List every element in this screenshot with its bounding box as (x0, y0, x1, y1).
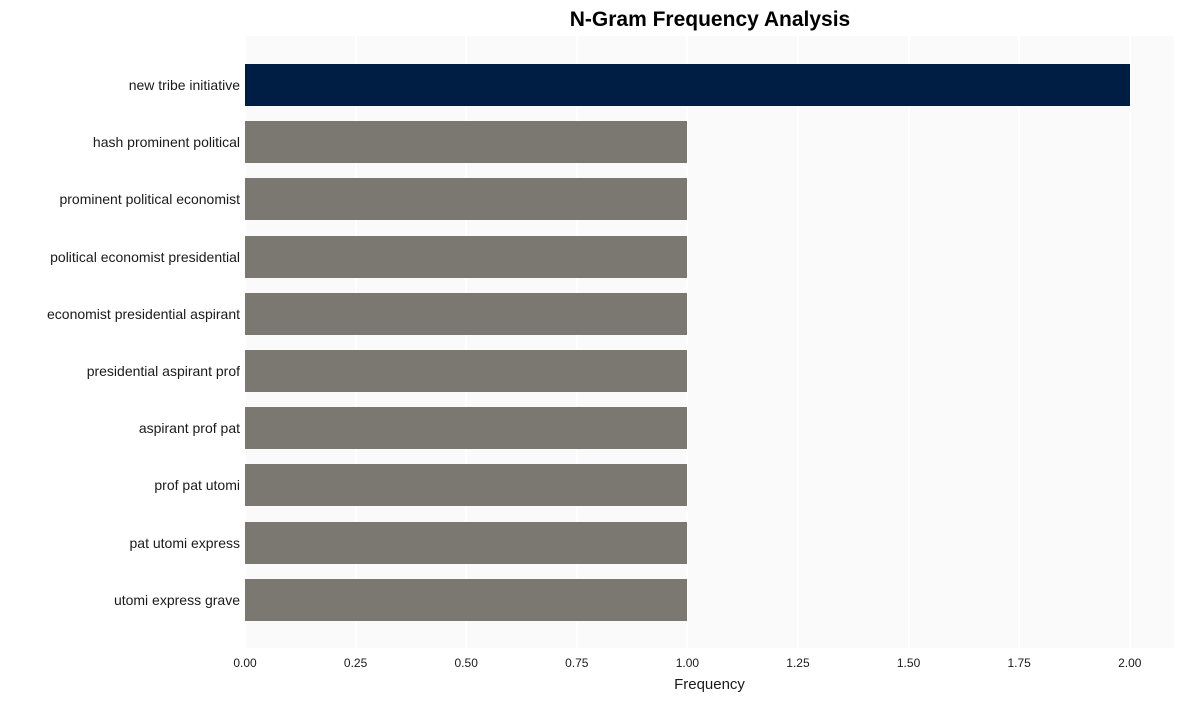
bar (245, 293, 687, 335)
bar-row (245, 350, 1174, 392)
chart-title: N-Gram Frequency Analysis (0, 8, 1184, 32)
y-tick-label: prominent political economist (59, 191, 240, 207)
x-tick-label: 0.75 (565, 656, 588, 670)
bar-row (245, 121, 1174, 163)
x-tick-label: 1.00 (676, 656, 699, 670)
y-tick-label: aspirant prof pat (139, 420, 240, 436)
bar-row (245, 522, 1174, 564)
chart-container: N-Gram Frequency Analysis new tribe init… (0, 0, 1184, 701)
bar-row (245, 236, 1174, 278)
bar-row (245, 293, 1174, 335)
x-tick-label: 0.25 (344, 656, 367, 670)
x-axis-label: Frequency (245, 676, 1174, 693)
y-tick-label: hash prominent political (93, 134, 240, 150)
bar (245, 64, 1130, 106)
bar (245, 236, 687, 278)
y-tick-label: presidential aspirant prof (87, 363, 240, 379)
bar (245, 407, 687, 449)
bar (245, 178, 687, 220)
y-tick-label: utomi express grave (114, 592, 240, 608)
bar (245, 464, 687, 506)
x-tick-label: 0.00 (233, 656, 256, 670)
bar-row (245, 464, 1174, 506)
y-tick-label: pat utomi express (130, 535, 241, 551)
x-tick-label: 2.00 (1118, 656, 1141, 670)
bar-row (245, 407, 1174, 449)
y-tick-label: new tribe initiative (129, 77, 240, 93)
bar-row (245, 64, 1174, 106)
bar (245, 350, 687, 392)
bar-row (245, 579, 1174, 621)
bar (245, 522, 687, 564)
x-tick-label: 1.25 (786, 656, 809, 670)
x-tick-label: 0.50 (455, 656, 478, 670)
y-tick-label: political economist presidential (50, 249, 240, 265)
y-tick-label: prof pat utomi (154, 477, 240, 493)
bar-row (245, 178, 1174, 220)
x-tick-label: 1.75 (1007, 656, 1030, 670)
bar (245, 579, 687, 621)
y-tick-label: economist presidential aspirant (47, 306, 240, 322)
plot-area (245, 36, 1174, 648)
bar (245, 121, 687, 163)
x-tick-label: 1.50 (897, 656, 920, 670)
